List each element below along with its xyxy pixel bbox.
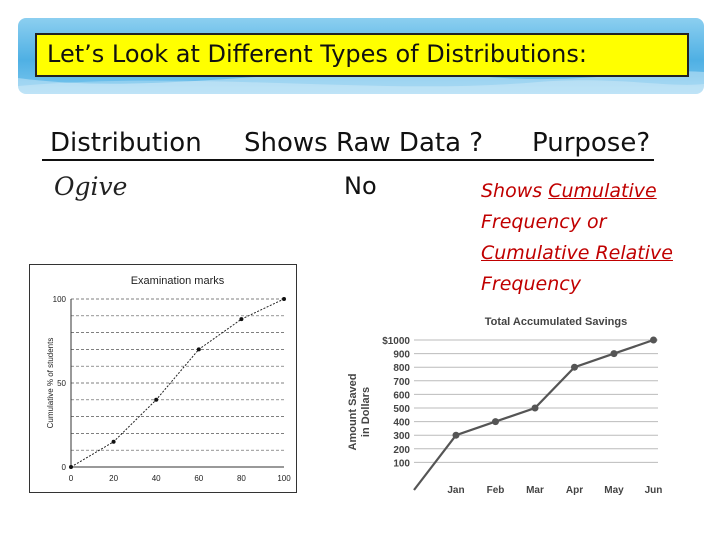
x-tick-label: 20 — [109, 474, 118, 483]
x-tick-label: 0 — [69, 474, 74, 483]
header-distribution: Distribution — [50, 128, 202, 158]
purpose-line-4: Frequency — [481, 273, 581, 295]
data-point — [610, 350, 618, 358]
y-tick-label: 800 — [393, 363, 410, 374]
ogive-line — [70, 298, 285, 468]
y-tick-label: 400 — [393, 418, 410, 429]
purpose-line-1: Shows Cumulative — [481, 176, 673, 207]
purpose-text: Shows Cumulative Frequency or Cumulative… — [481, 176, 673, 300]
y-tick-label: 0 — [62, 463, 67, 472]
x-tick-label: 100 — [277, 474, 291, 483]
chart-title: Examination marks — [131, 275, 225, 287]
data-point — [492, 418, 499, 426]
y-tick-label: 300 — [393, 431, 410, 442]
header-raw-data: Shows Raw Data ? — [244, 128, 484, 158]
data-point — [531, 404, 539, 412]
banner-wave-decoration — [18, 71, 704, 94]
chart-frame — [29, 264, 297, 493]
x-tick-label: May — [604, 485, 624, 496]
y-tick-label: 900 — [393, 350, 410, 361]
ogive-chart: Examination marks Cumulative % of student… — [29, 264, 297, 493]
y-tick-label: 700 — [393, 377, 410, 388]
x-tick-label: Jun — [645, 485, 663, 496]
y-tick-label: 500 — [393, 404, 410, 415]
y-axis-label: Cumulative % of students — [46, 338, 55, 429]
savings-line — [413, 338, 654, 491]
raw-data-answer: No — [344, 172, 377, 200]
y-tick-label: 50 — [57, 379, 66, 388]
purpose-word: Shows — [481, 180, 549, 202]
data-point — [196, 347, 201, 352]
data-point — [111, 439, 116, 444]
slide-title: Let’s Look at Different Types of Distrib… — [47, 40, 587, 68]
data-point — [282, 297, 286, 301]
data-point — [650, 336, 657, 344]
data-point — [571, 363, 578, 371]
y-axis-label-line-1: Amount Saved — [347, 373, 359, 450]
x-tick-label: 40 — [152, 474, 161, 483]
savings-chart: Total Accumulated Savings Amount Saved in … — [347, 316, 663, 496]
data-point — [154, 397, 159, 402]
x-tick-label: Mar — [526, 485, 544, 496]
chart-title: Total Accumulated Savings — [485, 316, 627, 328]
x-tick-label: Jan — [447, 485, 464, 496]
header-underline — [42, 159, 654, 161]
distribution-ogive: Ogive — [54, 172, 128, 201]
x-tick-label: Feb — [487, 485, 505, 496]
data-point — [239, 317, 244, 322]
y-axis-label-line-2: in Dollars — [360, 387, 372, 437]
header-purpose: Purpose? — [532, 128, 651, 158]
y-tick-label: 100 — [393, 458, 410, 469]
y-tick-label: 600 — [393, 390, 410, 401]
data-point — [69, 465, 73, 469]
x-tick-label: 80 — [237, 474, 246, 483]
x-tick-label: 60 — [194, 474, 203, 483]
x-tick-label: Apr — [566, 485, 583, 496]
purpose-word-underlined: Cumulative — [548, 180, 657, 202]
y-tick-label: 200 — [393, 445, 410, 456]
y-tick-label: $1000 — [382, 336, 410, 347]
purpose-line-2: Frequency or — [481, 211, 607, 233]
purpose-line-3: Cumulative Relative — [481, 242, 673, 264]
y-tick-label: 100 — [53, 295, 67, 304]
slide-title-box: Let’s Look at Different Types of Distrib… — [35, 33, 689, 77]
data-point — [452, 431, 460, 439]
